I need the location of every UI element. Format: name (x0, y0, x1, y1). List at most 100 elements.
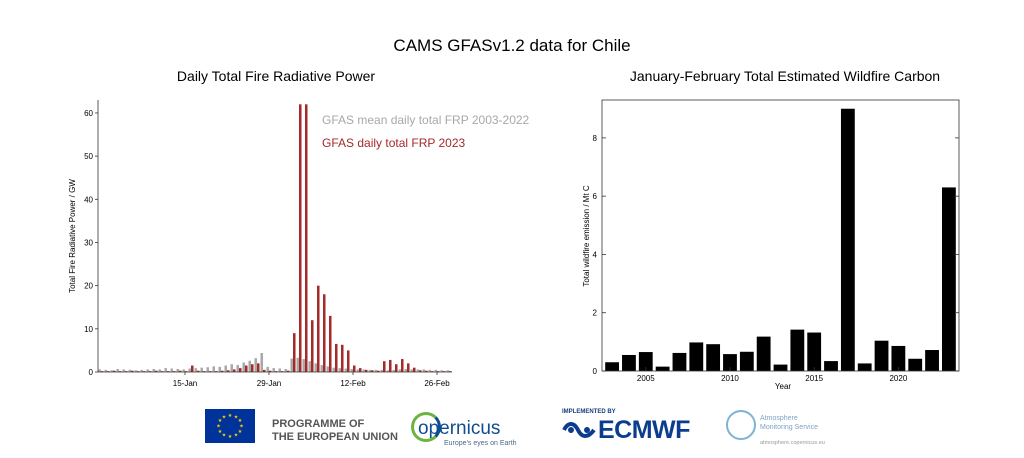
carbon-bar (638, 352, 653, 371)
frp-2023-bar (329, 315, 332, 372)
carbon-bar (824, 361, 838, 371)
frp-mean-bar (290, 358, 293, 372)
frp-mean-bar (338, 368, 341, 372)
cams-url: atmosphere.copernicus.eu (760, 440, 825, 446)
frp-mean-bar (200, 367, 203, 372)
frp-mean-bar (368, 369, 371, 372)
carbon-bar (706, 344, 721, 371)
frp-2023-bar (395, 364, 398, 372)
frp-x-tick-label: 26-Feb (424, 379, 450, 388)
frp-2023-bar (419, 370, 422, 372)
frp-y-tick-label: 20 (84, 282, 93, 291)
frp-mean-bar (308, 361, 311, 372)
frp-2023-bar (101, 371, 104, 372)
frp-2023-bar (155, 370, 158, 372)
frp-mean-bar (128, 369, 131, 372)
frp-mean-bar (146, 369, 149, 372)
frp-mean-bar (272, 368, 275, 372)
frp-mean-bar (344, 368, 347, 372)
frp-2023-bar (113, 370, 116, 372)
svg-text:★: ★ (218, 418, 223, 424)
frp-2023-bar (185, 371, 188, 372)
eu-programme-logo: PROGRAMME OF THE EUROPEAN UNION (272, 418, 398, 444)
frp-mean-bar (158, 369, 161, 372)
frp-mean-bar (350, 368, 353, 372)
carbon-bar (807, 332, 822, 371)
frp-2023-bar (221, 370, 224, 372)
ecmwf-implemented-by: IMPLEMENTED BY (562, 409, 616, 415)
frp-mean-bar (314, 363, 317, 372)
copernicus-tagline: Europe's eyes on Earth (444, 440, 517, 447)
svg-text:★: ★ (239, 424, 244, 430)
frp-2023-bar (389, 359, 392, 372)
eu-logo-line2: THE EUROPEAN UNION (272, 431, 398, 443)
frp-2023-bar (383, 361, 386, 372)
frp-2023-bar (425, 370, 428, 372)
frp-2023-bar (203, 371, 206, 372)
frp-2023-bar (263, 369, 266, 372)
frp-2023-bar (317, 285, 320, 372)
frp-2023-bar (227, 370, 230, 372)
frp-mean-bar (206, 367, 209, 372)
frp-2023-bar (197, 370, 200, 372)
frp-mean-bar (98, 369, 101, 372)
frp-2023-bar (437, 371, 440, 372)
frp-mean-bar (248, 360, 251, 372)
svg-text:★: ★ (228, 434, 233, 440)
frp-mean-bar (440, 370, 443, 372)
frp-2023-bar (257, 363, 260, 372)
carbon-bar (689, 342, 704, 371)
frp-2023-bar (149, 371, 152, 372)
frp-2023-bar (269, 370, 272, 372)
svg-text:★: ★ (228, 413, 233, 419)
frp-y-tick-label: 60 (84, 109, 93, 118)
carbon-x-axis-label: Year (775, 382, 792, 391)
frp-y-tick-label: 30 (84, 238, 93, 247)
frp-mean-bar (218, 366, 221, 372)
carbon-bar (773, 364, 788, 371)
svg-text:★: ★ (238, 429, 243, 435)
carbon-bar (891, 345, 906, 371)
frp-2023-bar (245, 365, 248, 372)
carbon-bar (756, 336, 771, 371)
carbon-bar (605, 362, 620, 371)
eu-flag-icon: ★ ★ ★ ★ ★ ★ ★ ★ ★ ★ ★ ★ (205, 409, 255, 443)
frp-mean-bar (104, 369, 107, 372)
frp-2023-bar (233, 369, 236, 372)
carbon-bar (925, 350, 939, 371)
frp-mean-bar (194, 368, 197, 372)
frp-mean-bar (404, 368, 407, 372)
svg-text:★: ★ (238, 418, 243, 424)
frp-2023-bar (179, 370, 182, 372)
frp-chart: Daily Total Fire Radiative Power Total F… (68, 68, 530, 388)
frp-2023-bar (365, 369, 368, 372)
frp-2023-bar (359, 368, 362, 372)
frp-2023-bar (413, 367, 416, 372)
logo-row: ★ ★ ★ ★ ★ ★ ★ ★ ★ ★ ★ ★ PROGRAMME OF THE EUROPEA… (0, 404, 1024, 454)
frp-mean-bar (332, 367, 335, 372)
frp-2023-bar (347, 350, 350, 372)
frp-2023-bar (131, 370, 134, 372)
carbon-y-tick-label: 4 (593, 250, 598, 259)
frp-2023-bar (191, 365, 194, 372)
frp-2023-bar (407, 363, 410, 372)
frp-2023-bar (275, 371, 278, 372)
frp-2023-bar (125, 371, 128, 372)
carbon-y-tick-label: 6 (593, 192, 598, 201)
frp-y-tick-label: 10 (84, 325, 93, 334)
carbon-bars (605, 108, 956, 371)
copernicus-logo: opernicus (418, 418, 501, 439)
frp-y-tick-label: 0 (89, 368, 94, 377)
cams-logo-line1: Atmosphere (760, 415, 798, 422)
atmosphere-globe-icon (726, 410, 756, 440)
frp-2023-bar (293, 333, 296, 372)
frp-mean-bar (122, 369, 125, 372)
frp-legend-mean: GFAS mean daily total FRP 2003-2022 (322, 113, 530, 127)
svg-text:★: ★ (216, 424, 221, 430)
carbon-y-axis-label: Total wildfire emission / Mt C (582, 185, 591, 287)
carbon-bar (655, 366, 670, 371)
frp-mean-bar (416, 369, 419, 372)
frp-2023-bar (371, 370, 374, 372)
frp-mean-bar (170, 368, 173, 372)
frp-mean-bar (152, 368, 155, 372)
